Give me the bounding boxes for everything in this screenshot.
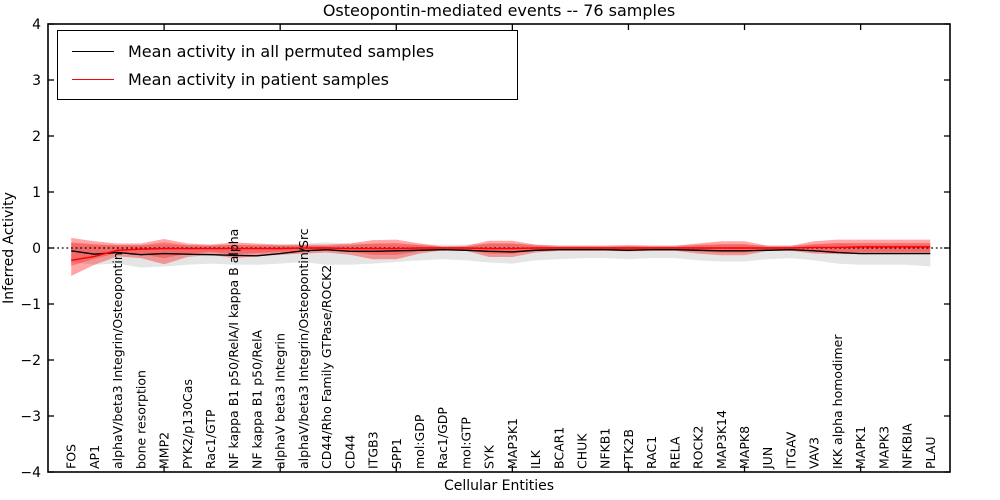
x-category-label: PLAU <box>923 437 938 470</box>
x-category-label: mol:GDP <box>412 414 427 469</box>
x-category-label: ITGAV <box>783 431 798 469</box>
x-category-label: JUN <box>760 447 775 470</box>
x-category-label: Rac1/GTP <box>203 409 218 469</box>
x-category-label: PYK2/p130Cas <box>180 379 195 469</box>
x-category-label: alphaV/beta3 Integrin/Osteopontin <box>110 252 125 469</box>
x-category-label: BCAR1 <box>551 427 566 469</box>
x-category-label: MAP3K14 <box>714 410 729 469</box>
x-category-label: alphaV beta3 Integrin <box>273 333 288 469</box>
x-category-label: RAC1 <box>644 436 659 469</box>
x-category-label: bone resorption <box>133 370 148 469</box>
legend-item-label: Mean activity in patient samples <box>128 69 389 89</box>
chart-title: Osteopontin-mediated events -- 76 sample… <box>322 1 676 20</box>
x-category-label: ILK <box>528 449 543 469</box>
x-category-label: CD44 <box>342 435 357 469</box>
x-category-label: IKK alpha homodimer <box>830 334 845 469</box>
x-category-label: NFKBIA <box>900 423 915 469</box>
x-category-label: PTK2B <box>621 429 636 469</box>
x-category-label: AP1 <box>87 445 102 469</box>
x-category-label: VAV3 <box>807 437 822 469</box>
x-axis-label: Cellular Entities <box>443 478 555 494</box>
x-category-label: MMP2 <box>157 432 172 469</box>
y-tick-label: 2 <box>32 129 41 145</box>
x-category-label: alphaV/beta3 Integrin/Osteopontin/Src <box>296 228 311 469</box>
x-category-label: CHUK <box>575 433 590 469</box>
y-tick-label: 1 <box>32 185 41 201</box>
y-tick-label: 0 <box>32 241 41 257</box>
legend-item: Mean activity in all permuted samples <box>58 37 517 65</box>
x-category-label: RELA <box>667 436 682 469</box>
legend-item: Mean activity in patient samples <box>58 65 517 93</box>
legend-item-label: Mean activity in all permuted samples <box>128 41 435 61</box>
x-category-label: NF kappa B1 p50/RelA/I kappa B alpha <box>226 229 241 469</box>
patient-mean-line <box>71 246 931 262</box>
x-category-label: mol:GTP <box>458 417 473 469</box>
x-category-label: CD44/Rho Family GTPase/ROCK2 <box>319 265 334 469</box>
x-category-label: MAPK1 <box>853 426 868 469</box>
x-category-label: ROCK2 <box>691 426 706 469</box>
x-category-label: SPP1 <box>389 438 404 469</box>
x-category-label: NFKB1 <box>598 428 613 469</box>
x-category-label: NF kappa B1 p50/RelA <box>249 329 264 469</box>
x-category-label: SYK <box>482 444 497 469</box>
y-axis-label: Inferred Activity <box>1 192 17 304</box>
legend-line-sample <box>72 78 114 80</box>
y-tick-label: −3 <box>20 409 41 425</box>
permuted-mean-line <box>71 248 931 257</box>
x-category-label: MAP3K1 <box>505 418 520 469</box>
x-category-label: FOS <box>64 444 79 469</box>
y-tick-label: −1 <box>20 297 41 313</box>
x-category-label: ITGB3 <box>366 431 381 469</box>
y-tick-label: 4 <box>32 17 41 33</box>
y-tick-label: −4 <box>20 465 41 481</box>
legend-line-sample <box>72 50 114 52</box>
y-tick-label: 3 <box>32 73 41 89</box>
x-category-label: Rac1/GDP <box>435 407 450 469</box>
x-category-label: MAPK8 <box>737 426 752 469</box>
x-category-label: MAPK3 <box>876 426 891 469</box>
legend: Mean activity in all permuted samples Mea… <box>57 30 518 100</box>
y-tick-label: −2 <box>20 353 41 369</box>
